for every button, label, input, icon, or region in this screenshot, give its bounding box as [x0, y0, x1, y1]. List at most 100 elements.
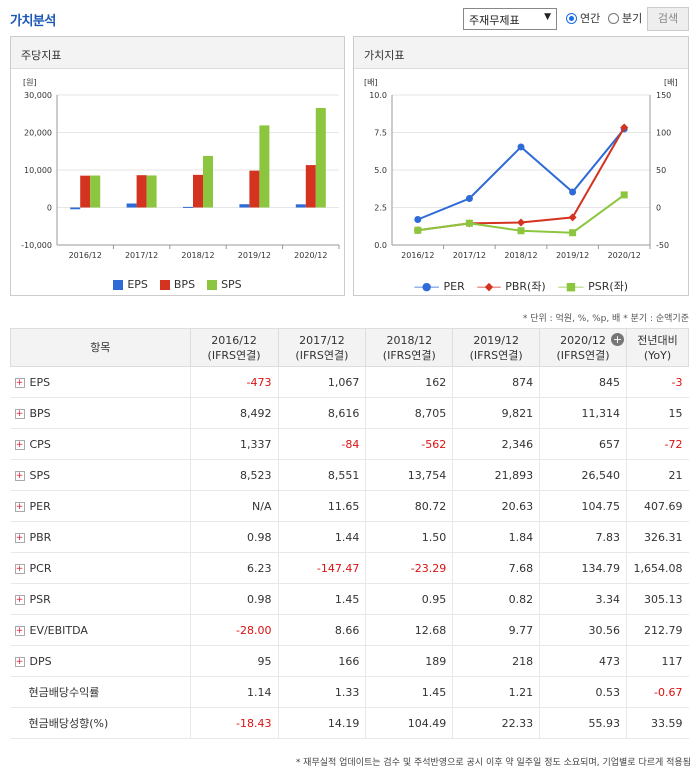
line-PSR(좌) — [417, 194, 625, 234]
table-cell: 0.95 — [365, 583, 453, 615]
row-label[interactable]: + BPS — [10, 397, 191, 429]
row-label[interactable]: + PBR — [10, 521, 191, 553]
table-cell: 8,616 — [277, 397, 366, 429]
bar-bps — [136, 175, 147, 208]
legend-marker: —◆— — [476, 279, 502, 293]
radio-quarter-dot[interactable] — [608, 12, 619, 24]
table-cell: 1.44 — [277, 521, 366, 553]
row-label-text: DPS — [29, 654, 52, 668]
header-col-6: 전년대비 (YoY) — [625, 328, 690, 367]
table-cell: -28.00 — [189, 614, 278, 646]
expand-icon[interactable]: + — [14, 408, 25, 419]
point-PER — [414, 216, 422, 223]
legend-label: EPS — [127, 278, 148, 291]
point-PBR(좌) — [620, 123, 629, 132]
legend-item-eps[interactable]: EPS — [113, 278, 148, 291]
table-cell: 0.98 — [189, 583, 278, 615]
x-tick-label: 2020/12 — [608, 251, 641, 260]
search-button[interactable]: 검색 — [647, 7, 689, 31]
legend-label: PBR(좌) — [505, 280, 546, 293]
legend-label: PER — [443, 279, 465, 293]
table-cell: 8,551 — [277, 459, 366, 491]
y-unit-label: [원] — [23, 78, 37, 87]
row-label[interactable]: + PSR — [10, 583, 191, 615]
table-cell: 104.49 — [365, 707, 453, 739]
expand-icon[interactable]: + — [14, 532, 25, 543]
per-share-panel: 주당지표 [원] 30,000 20,000 10,000 0 -10,000 2016/1… — [10, 36, 345, 296]
expand-icon[interactable]: + — [14, 625, 25, 636]
add-column-icon[interactable]: + — [610, 333, 624, 346]
row-label[interactable]: + EV/EBITDA — [10, 614, 191, 646]
bar-eps — [126, 203, 137, 208]
legend-item-sps[interactable]: SPS — [207, 278, 242, 291]
radio-annual[interactable]: 연간 — [566, 10, 600, 26]
row-label[interactable]: + CPS — [10, 428, 191, 460]
row-label[interactable]: + DPS — [10, 645, 191, 677]
table-cell: -473 — [189, 366, 278, 398]
value-table: 항목 2016/12 (IFRS연결) 2017/12 (IFRS연결) 2018/12(… — [10, 328, 690, 739]
point-PBR(좌) — [517, 218, 525, 227]
row-label-text: SPS — [29, 468, 51, 482]
expand-icon[interactable]: + — [14, 594, 25, 605]
legend-item-0[interactable]: —●— PER — [414, 278, 465, 294]
legend-item-bps[interactable]: BPS — [159, 278, 195, 291]
header-item: 항목 — [10, 328, 191, 367]
x-tick-label: 2017/12 — [125, 251, 158, 260]
statement-select[interactable]: 주재무제표 ▼ — [463, 8, 557, 30]
expand-icon[interactable]: + — [14, 439, 25, 450]
legend-swatch — [159, 279, 170, 290]
radio-quarter[interactable]: 분기 — [608, 10, 642, 26]
expand-icon[interactable]: + — [14, 563, 25, 574]
y-right-tick-label: 150 — [656, 91, 671, 100]
table-row: + EPS -473 1,067 162 874 845 -3 — [10, 366, 689, 398]
radio-quarter-label: 분기 — [622, 12, 643, 25]
row-label[interactable]: + PER — [10, 490, 191, 522]
per-share-legend: EPS BPS SPS — [11, 278, 344, 291]
y-tick-label: 30,000 — [24, 91, 52, 100]
table-cell: 21 — [625, 459, 689, 491]
row-label[interactable]: + PCR — [10, 552, 191, 584]
table-cell: 0.98 — [189, 521, 278, 553]
expand-icon[interactable]: + — [14, 656, 25, 667]
table-cell: 7.83 — [539, 521, 627, 553]
value-legend: —●— PER —◆— PBR(좌) —■— PSR(좌) — [354, 278, 688, 294]
y-tick-label: -10,000 — [21, 241, 52, 250]
expand-icon[interactable]: + — [14, 470, 25, 481]
table-cell: 1,654.08 — [625, 552, 689, 584]
x-tick-label: 2016/12 — [69, 251, 102, 260]
expand-icon[interactable]: + — [14, 501, 25, 512]
x-tick-label: 2019/12 — [238, 251, 271, 260]
radio-annual-label: 연간 — [580, 12, 601, 25]
table-cell: 8,523 — [189, 459, 278, 491]
table-cell: 326.31 — [625, 521, 689, 553]
table-cell: -562 — [365, 428, 453, 460]
table-cell: N/A — [189, 490, 278, 522]
table-body: + EPS -473 1,067 162 874 845 -3 + BPS 8,492 8,616 8,… — [10, 366, 689, 739]
y-left-unit-label: [배] — [364, 78, 378, 87]
point-PSR(좌) — [569, 229, 577, 237]
legend-item-2[interactable]: —■— PSR(좌) — [558, 278, 628, 294]
legend-label: SPS — [221, 278, 242, 291]
row-label: 현금배당수익률 — [10, 676, 191, 708]
bar-bps — [249, 170, 260, 208]
table-cell: 9.77 — [452, 614, 540, 646]
table-row: 현금배당수익률 1.14 1.33 1.45 1.21 0.53 -0.67 — [10, 676, 689, 708]
row-label[interactable]: + SPS — [10, 459, 191, 491]
radio-annual-dot[interactable] — [566, 12, 577, 24]
expand-icon[interactable]: + — [14, 377, 25, 388]
table-cell: 1.21 — [452, 676, 540, 708]
legend-item-1[interactable]: —◆— PBR(좌) — [477, 278, 546, 294]
table-row: + CPS 1,337 -84 -562 2,346 657 -72 — [10, 428, 689, 460]
table-cell: 218 — [452, 645, 540, 677]
legend-marker: —■— — [557, 279, 584, 293]
point-PER — [465, 195, 473, 202]
y-tick-label: 0 — [47, 204, 52, 213]
table-cell: -84 — [277, 428, 366, 460]
value-panel-title: 가치지표 — [354, 37, 688, 69]
x-tick-label: 2016/12 — [401, 251, 434, 260]
table-cell: -3 — [625, 366, 689, 398]
table-cell: 0.82 — [452, 583, 540, 615]
row-label[interactable]: + EPS — [10, 366, 191, 398]
table-row: + SPS 8,523 8,551 13,754 21,893 26,540 21 — [10, 459, 689, 491]
table-cell: 8,705 — [365, 397, 453, 429]
